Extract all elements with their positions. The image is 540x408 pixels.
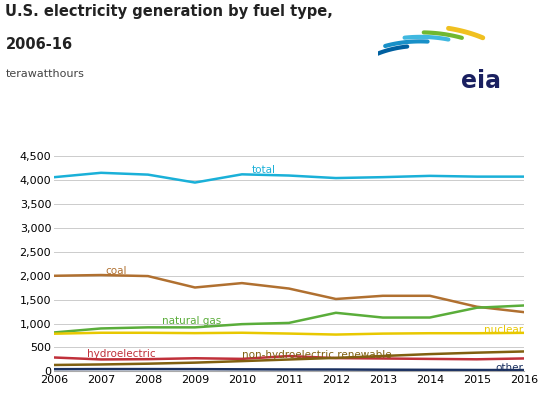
Text: other: other	[496, 363, 523, 373]
Text: non-hydroelectric renewable: non-hydroelectric renewable	[242, 350, 392, 360]
Text: hydroelectric: hydroelectric	[87, 349, 156, 359]
Text: nuclear: nuclear	[484, 324, 523, 335]
Text: terawatthours: terawatthours	[5, 69, 84, 80]
Text: eia: eia	[461, 69, 501, 93]
Text: U.S. electricity generation by fuel type,: U.S. electricity generation by fuel type…	[5, 4, 333, 19]
Text: natural gas: natural gas	[162, 316, 221, 326]
Text: coal: coal	[106, 266, 127, 275]
Text: 2006-16: 2006-16	[5, 37, 72, 52]
Text: total: total	[251, 165, 275, 175]
